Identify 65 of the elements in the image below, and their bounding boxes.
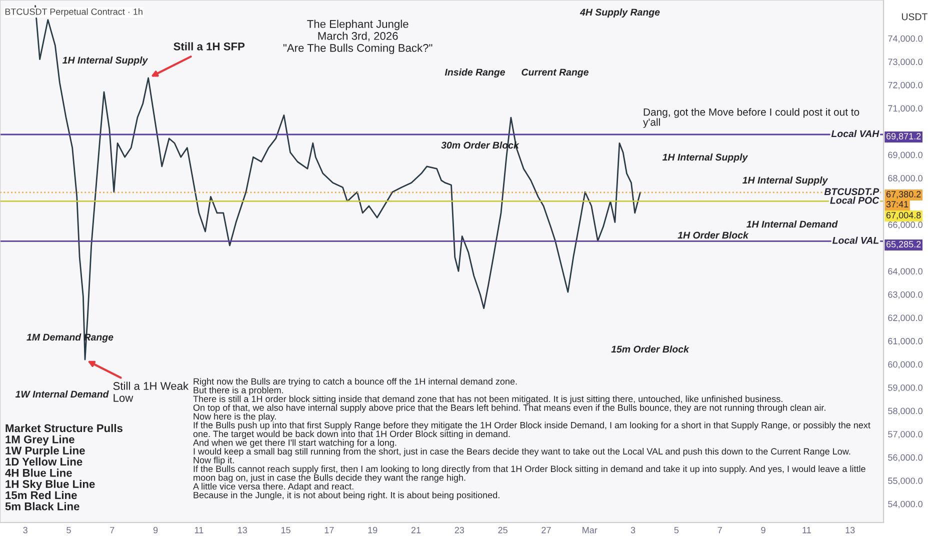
annotation: 1H Internal Supply (662, 153, 748, 163)
x-tick-label: 23 (454, 526, 464, 534)
y-tick-label: 63,000.0 (888, 291, 922, 299)
text: 67,004.8 (886, 212, 921, 220)
y-tick-label: 72,000.0 (888, 82, 922, 90)
ref-line-label: Local VAH (831, 130, 880, 138)
text: Right now the Bulls are trying to catch a bounce off the 1H internal demand zone. But there is a problem. There is still a 1H order block sitting inside that demand zone that has not been mitigated. It is just sitting there, untouched, like unfinished business. On top of that, we also have internal supply above price that the Bears left behind. That means even if the Bulls bounce, they are not running through clean air. Now here is the play. If the Bulls push up into that first Supply Range before they mitigate the 1H Order Block inside Demand, I am looking for a short in that Supply Range, or possibly the next one. The target would be back down into that 1H Order Block sitting in demand. And when we get there I'll start watching for a long. I would keep a small bag still running from the short, just in case the Bears decide they want to take out the Local VAL and push this down to the Current Range Low. Now flip it. If the Bulls cannot reach supply first, then I am looking to long directly from that 1H Order Block sitting in demand and take it up into supply. And yes, I would leave a little moon bag on, just in case the Bulls decide they want the range high. A little vice versa there. Adapt and react. Because in the Jungle, it is not about being right. It is about being positioned. (193, 378, 870, 500)
ref-line-label: BTCUSDT.P (824, 188, 880, 196)
y-tick-label: 73,000.0 (888, 58, 922, 66)
x-tick-label: Mar (582, 527, 598, 534)
text: BTCUSDT Perpetual Contract · 1h (5, 8, 142, 17)
x-tick-label: 7 (110, 527, 114, 534)
y-axis-title: USDT (902, 13, 928, 20)
annotation: Still a 1H SFP (174, 42, 245, 50)
x-tick-label: 13 (846, 526, 855, 534)
annotation: Current Range (522, 68, 588, 78)
x-tick-label: 11 (802, 527, 811, 534)
x-tick-label: 27 (542, 526, 551, 534)
annotation: Still a 1H Weak Low (113, 382, 189, 402)
y-tick-label: 66,000.0 (888, 222, 922, 230)
x-tick-label: 3 (630, 526, 636, 534)
x-tick-label: 19 (368, 526, 378, 534)
y-tick-label: 74,000.0 (888, 35, 922, 43)
ref-line-label: Local VAL (832, 236, 879, 244)
x-tick-label: 9 (761, 526, 766, 534)
ref-line-label: Local POC (830, 196, 880, 204)
annotation: 1H Order Block (678, 231, 749, 239)
y-tick-label: 62,000.0 (888, 314, 922, 322)
annotation: 4H Supply Range (580, 8, 660, 18)
y-tick-label: 55,000.0 (888, 478, 922, 486)
annotation: 1H Internal Demand (746, 220, 838, 228)
y-tick-label: 60,000.0 (888, 361, 922, 369)
x-tick-label: 21 (411, 526, 421, 534)
annotation: 1H Internal Supply (742, 176, 828, 186)
x-tick-label: 5 (66, 527, 71, 534)
x-tick-label: 15 (281, 527, 290, 534)
annotation: 15m Order Block (611, 345, 690, 353)
x-tick-label: 13 (238, 526, 247, 534)
x-tick-label: 5 (674, 527, 679, 534)
x-tick-label: 7 (718, 527, 722, 534)
y-tick-label: 57,000.0 (888, 431, 922, 438)
text: 67,380.2 (886, 191, 921, 198)
y-tick-label: 68,000.0 (888, 175, 922, 182)
y-tick-label: 71,000.0 (888, 105, 922, 113)
x-tick-label: 3 (23, 526, 28, 534)
y-tick-label: 59,000.0 (888, 384, 922, 392)
y-tick-label: 58,000.0 (888, 408, 922, 416)
x-tick-label: 9 (153, 526, 158, 534)
text: 37:41 (886, 201, 908, 208)
y-tick-label: 69,000.0 (888, 152, 922, 160)
y-tick-label: 64,000.0 (888, 268, 922, 276)
x-tick-label: 17 (324, 527, 334, 534)
annotation: Market Structure Pulls 1M Grey Line 1W Purple Line 1D Yellow Line 4H Blue Line 1H Sky Blue Line 15m Red Line 5m Black Line (5, 424, 122, 510)
text: The Elephant Jungle March 3rd, 2026 "Are The Bulls Coming Back?" (283, 20, 432, 54)
annotation: Inside Range (444, 68, 505, 78)
y-tick-label: 54,000.0 (888, 500, 922, 508)
x-tick-label: 11 (194, 527, 204, 534)
annotation: 1W Internal Demand (15, 390, 109, 398)
annotation: Dang, got the Move before I could post it out to y'all (643, 108, 860, 128)
x-tick-label: 25 (498, 526, 508, 534)
y-tick-label: 61,000.0 (888, 338, 922, 346)
annotation: 1H Internal Supply (62, 56, 148, 66)
y-tick-label: 56,000.0 (888, 454, 922, 462)
text: 69,871.2 (886, 133, 921, 140)
text: 65,285.2 (886, 241, 921, 248)
